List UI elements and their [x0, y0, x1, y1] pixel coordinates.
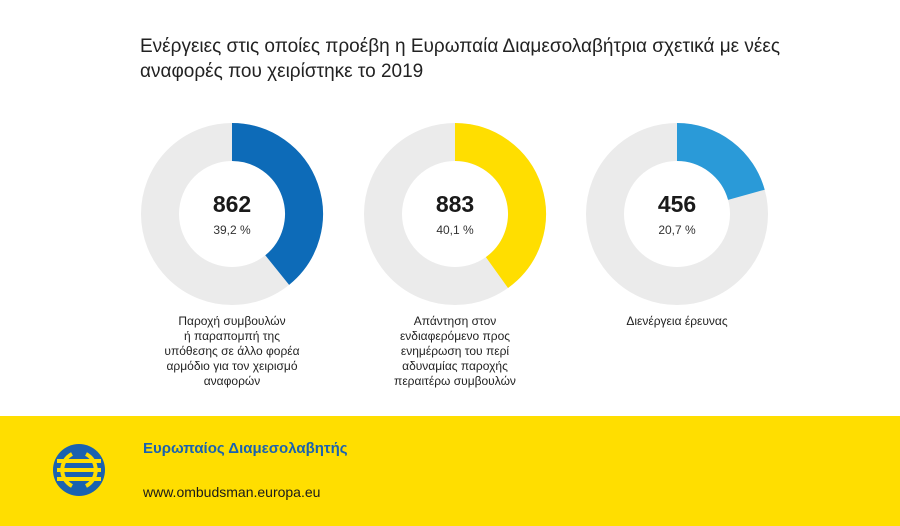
- donut-svg-reply: [364, 123, 546, 305]
- percent-label: 20,7 %: [658, 223, 696, 237]
- category-label-inquiry: Διενέργεια έρευνας: [626, 314, 728, 328]
- donut-charts: 862 39,2 % 883 40,1 % 456 20,7 % Παροχή …: [140, 122, 769, 388]
- donut-svg-inquiry: [586, 123, 768, 305]
- percent-label: 39,2 %: [213, 223, 251, 237]
- euro-ombudsman-logo-icon: [53, 444, 105, 496]
- donut-arc-inquiry: [676, 123, 765, 201]
- footer-band: Ευρωπαίος Διαμεσολαβητής www.ombudsman.e…: [0, 416, 900, 526]
- category-label-advice: Παροχή συμβουλών ή παραπομπή της υπόθεση…: [164, 314, 300, 388]
- donut-chart-reply: 883 40,1 %: [363, 122, 547, 306]
- donut-center: 456 20,7 %: [585, 122, 769, 306]
- percent-label: 40,1 %: [436, 223, 474, 237]
- website-link[interactable]: www.ombudsman.europa.eu: [143, 484, 321, 500]
- donut-arc-advice: [231, 123, 323, 285]
- value-label: 862: [212, 191, 252, 217]
- category-label-reply: Απάντηση στον ενδιαφερόμενο προς ενημέρω…: [394, 314, 516, 388]
- chart-title: Ενέργειες στις οποίες προέβη η Ευρωπαία …: [140, 36, 780, 82]
- donut-chart-inquiry: 456 20,7 %: [585, 122, 769, 306]
- value-label: 456: [657, 191, 697, 217]
- donut-svg-advice: [141, 123, 323, 305]
- donut-center: 883 40,1 %: [363, 122, 547, 306]
- donut-arc-reply: [454, 123, 546, 288]
- org-name: Ευρωπαίος Διαμεσολαβητής: [143, 440, 348, 457]
- value-label: 883: [435, 191, 475, 217]
- donut-center: 862 39,2 %: [140, 122, 324, 306]
- donut-chart-advice: 862 39,2 %: [140, 122, 324, 306]
